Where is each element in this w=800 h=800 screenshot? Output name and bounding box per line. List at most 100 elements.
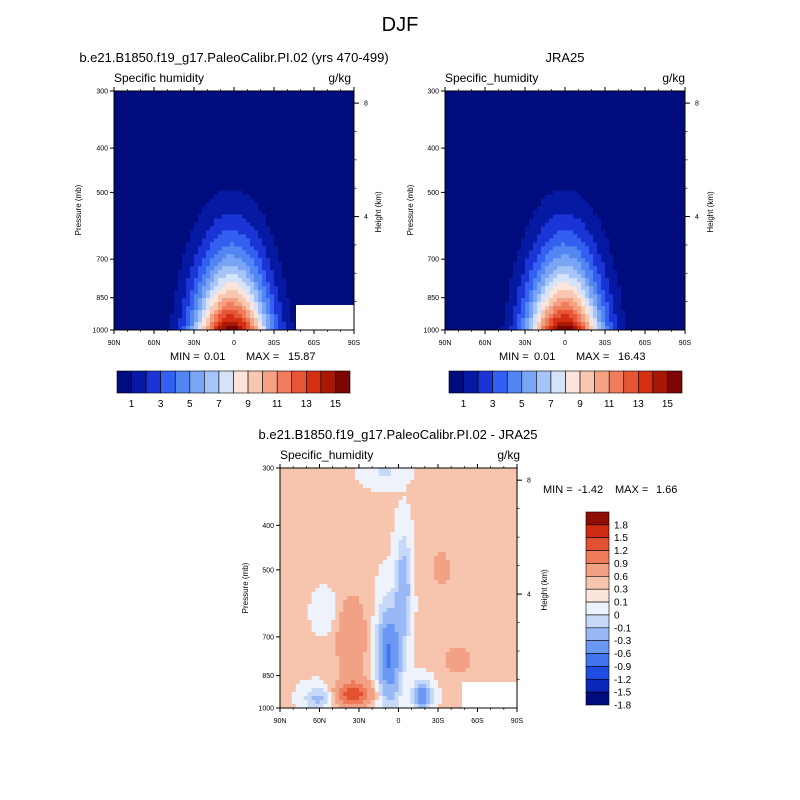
contour-cell (589, 142, 594, 148)
contour-cell (250, 210, 255, 216)
contour-cell (130, 138, 135, 144)
contour-cell (114, 234, 119, 239)
contour-cell (282, 91, 287, 96)
contour-cell (190, 322, 195, 327)
contour-cell (537, 102, 542, 108)
contour-cell (322, 98, 327, 104)
contour-cell (242, 206, 247, 212)
contour-cell (338, 114, 343, 120)
contour-cell (294, 166, 299, 172)
contour-cell (501, 146, 506, 152)
contour-cell (118, 202, 123, 208)
contour-cell (557, 98, 562, 104)
contour-cell (274, 154, 279, 160)
contour-cell (122, 290, 127, 295)
contour-cell (302, 110, 307, 116)
contour-cell (493, 166, 498, 172)
contour-cell (154, 274, 159, 279)
contour-cell (629, 98, 634, 104)
contour-cell (294, 210, 299, 216)
contour-cell (445, 174, 450, 180)
contour-cell (274, 278, 279, 283)
contour-cell (286, 122, 291, 128)
contour-cell (465, 162, 470, 168)
contour-cell (158, 198, 163, 204)
contour-cell (657, 98, 662, 104)
contour-cell (314, 106, 319, 112)
contour-cell (162, 278, 167, 283)
contour-cell (238, 290, 243, 295)
contour-cell (122, 106, 127, 112)
contour-cell (314, 270, 319, 275)
contour-cell (126, 126, 131, 132)
contour-cell (226, 118, 231, 124)
contour-cell (158, 102, 163, 108)
contour-cell (318, 150, 323, 156)
contour-cell (298, 274, 303, 279)
contour-cell (521, 146, 526, 152)
contour-cell (669, 158, 674, 164)
contour-cell (541, 166, 546, 172)
contour-cell (294, 206, 299, 212)
contour-cell (318, 186, 323, 192)
contour-cell (182, 162, 187, 168)
contour-cell (617, 94, 622, 100)
contour-cell (210, 242, 215, 247)
contour-cell (246, 278, 251, 283)
contour-cell (126, 91, 131, 96)
contour-cell (226, 182, 231, 188)
contour-cell (198, 178, 203, 184)
contour-cell (166, 194, 171, 200)
contour-cell (681, 122, 685, 128)
contour-cell (605, 134, 610, 140)
contour-cell (585, 114, 590, 120)
contour-cell (122, 250, 127, 255)
contour-cell (270, 202, 275, 208)
contour-cell (154, 302, 159, 307)
contour-cell (609, 150, 614, 156)
contour-cell (230, 162, 235, 168)
contour-cell (346, 198, 351, 204)
contour-cell (346, 302, 351, 307)
contour-cell (465, 114, 470, 120)
contour-cell (226, 158, 231, 164)
contour-cell (202, 198, 207, 204)
contour-cell (150, 242, 155, 247)
contour-cell (178, 282, 183, 287)
contour-cell (202, 122, 207, 128)
contour-cell (338, 146, 343, 152)
contour-cell (322, 298, 327, 303)
contour-cell (477, 142, 482, 148)
contour-cell (158, 178, 163, 184)
contour-cell (250, 294, 255, 299)
contour-cell (262, 314, 267, 319)
contour-cell (254, 166, 259, 172)
contour-cell (613, 94, 618, 100)
contour-cell (533, 162, 538, 168)
contour-cell (597, 170, 602, 176)
contour-cell (633, 94, 638, 100)
contour-cell (198, 190, 203, 196)
contour-cell (146, 314, 151, 319)
contour-cell (557, 118, 562, 124)
contour-cell (154, 294, 159, 299)
contour-cell (226, 306, 231, 311)
contour-cell (242, 182, 247, 188)
contour-cell (146, 266, 151, 271)
contour-cell (138, 134, 143, 140)
contour-cell (681, 170, 685, 176)
contour-cell (577, 114, 582, 120)
contour-cell (118, 298, 123, 303)
contour-cell (278, 294, 283, 299)
contour-cell (154, 266, 159, 271)
contour-cell (294, 134, 299, 140)
contour-cell (250, 254, 255, 259)
contour-cell (210, 262, 215, 267)
contour-cell (210, 194, 215, 200)
contour-cell (154, 194, 159, 200)
contour-cell (306, 302, 311, 307)
contour-cell (282, 242, 287, 247)
contour-cell (342, 182, 347, 188)
contour-cell (210, 126, 215, 132)
contour-cell (278, 138, 283, 144)
